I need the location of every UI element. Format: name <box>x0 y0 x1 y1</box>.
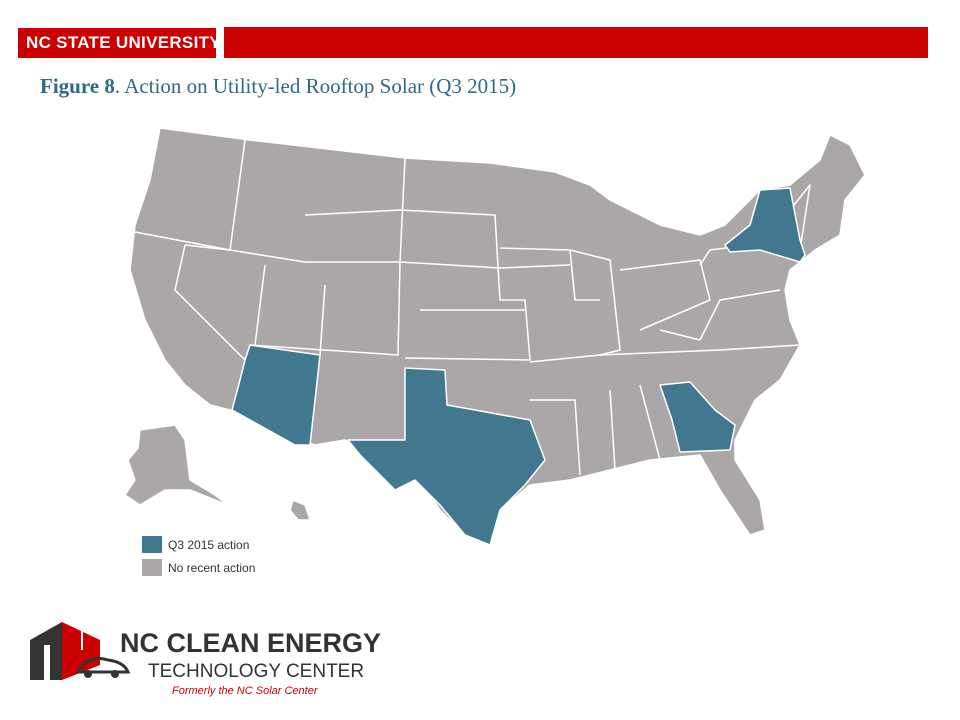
state-borders <box>134 139 811 476</box>
logo-subtitle: TECHNOLOGY CENTER <box>148 661 364 682</box>
figure-title: Figure 8. Action on Utility-led Rooftop … <box>40 74 516 99</box>
highlighted-state <box>231 344 321 446</box>
header-bar <box>18 28 216 58</box>
legend-label: Q3 2015 action <box>168 538 249 552</box>
logo-name: NC CLEAN ENERGY <box>120 628 381 658</box>
highlighted-state <box>347 367 546 546</box>
figure-label: Figure 8 <box>40 74 115 98</box>
header-title: NC STATE UNIVERSITY <box>26 33 221 52</box>
highlighted-state <box>659 381 736 453</box>
legend-label: No recent action <box>168 561 255 575</box>
figure-caption: . Action on Utility-led Rooftop Solar (Q… <box>114 74 517 98</box>
logo: NC CLEAN ENERGY TECHNOLOGY CENTER Former… <box>30 622 381 697</box>
highlighted-state <box>724 187 806 263</box>
header-bar <box>224 27 928 58</box>
alaska <box>124 424 229 506</box>
legend-swatch <box>142 536 162 553</box>
hawaii <box>289 499 311 521</box>
logo-tagline: Formerly the NC Solar Center <box>172 685 319 697</box>
legend-swatch <box>142 559 162 576</box>
